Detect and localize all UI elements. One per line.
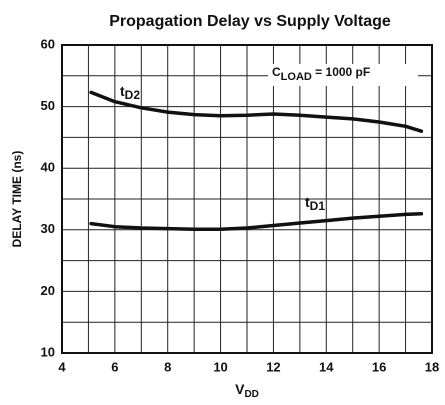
y-tick-label: 10	[41, 344, 55, 359]
series-label: tD2	[120, 83, 140, 102]
annotation-rest: = 1000 pF	[312, 65, 370, 79]
series-line	[89, 90, 424, 133]
series-label: tD1	[305, 194, 325, 213]
y-tick-label: 60	[41, 36, 55, 51]
x-tick-label: 16	[372, 359, 386, 374]
y-tick-label: 50	[41, 98, 55, 113]
y-tick-label: 40	[41, 160, 55, 175]
y-axis-label: DELAY TIME (ns)	[10, 151, 24, 248]
annotation-sub: LOAD	[281, 71, 312, 83]
x-tick-label: 12	[266, 359, 280, 374]
x-tick-label: 4	[58, 359, 66, 374]
series-label-main: t	[120, 83, 125, 99]
annotation-main: C	[272, 65, 281, 79]
series-line	[89, 212, 424, 231]
x-tick-label: 14	[319, 359, 334, 374]
series-label-sub: D2	[125, 88, 141, 102]
chart-title: Propagation Delay vs Supply Voltage	[109, 13, 391, 30]
y-tick-label: 30	[41, 221, 55, 236]
plot-frame	[61, 44, 433, 354]
x-axis-label-main: V	[235, 381, 245, 397]
annotation: CLOAD = 1000 pF	[272, 65, 370, 83]
x-tick-label: 6	[111, 359, 118, 374]
series-label-main: t	[305, 194, 310, 210]
annotation-bg	[268, 64, 418, 86]
series-label-sub: D1	[310, 199, 326, 213]
x-tick-label: 8	[164, 359, 171, 374]
x-tick-label: 18	[425, 359, 439, 374]
y-tick-label: 20	[41, 283, 55, 298]
x-axis-label: VDD	[235, 381, 259, 400]
x-tick-label: 10	[213, 359, 227, 374]
x-axis-label-sub: DD	[244, 389, 258, 400]
